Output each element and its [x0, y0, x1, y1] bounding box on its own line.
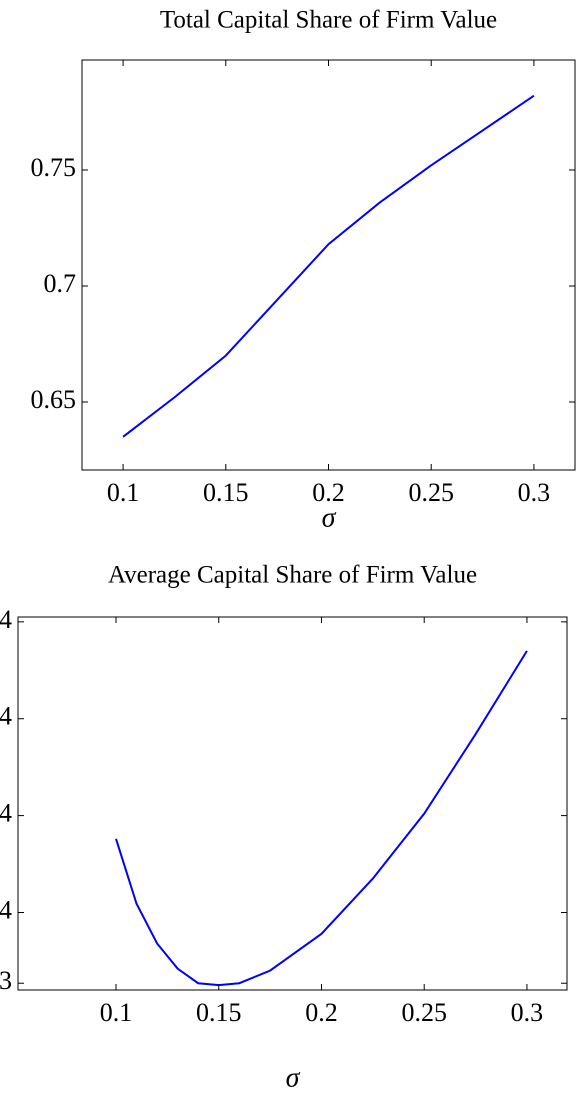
x-axis-label: σ — [322, 502, 337, 533]
x-tick-label: 0.1 — [100, 998, 133, 1027]
x-tick-label: 0.2 — [305, 998, 338, 1027]
x-tick-label: 0.15 — [196, 998, 242, 1027]
x-tick-label: 0.1 — [107, 478, 140, 507]
data-line — [115, 650, 528, 987]
x-tick-label: 0.3 — [518, 478, 551, 507]
y-tick-label: 0.44 — [0, 895, 12, 924]
x-tick-label: 0.2 — [312, 478, 345, 507]
chart-title: Average Capital Share of Firm Value — [108, 562, 477, 589]
x-tick-label: 0.25 — [408, 478, 454, 507]
plot-frame — [17, 616, 568, 991]
x-tick-label: 0.25 — [401, 998, 447, 1027]
y-tick-label: 0.44 — [0, 605, 12, 634]
x-tick-label: 0.15 — [203, 478, 249, 507]
plot-frame — [81, 59, 576, 471]
chart-title: Total Capital Share of Firm Value — [160, 7, 497, 34]
y-tick-label: 0.43 — [0, 966, 12, 995]
y-tick-label: 0.7 — [44, 269, 77, 298]
y-tick-label: 0.44 — [0, 799, 12, 828]
y-tick-label: 0.75 — [31, 153, 77, 182]
y-tick-label: 0.65 — [31, 385, 77, 414]
data-line — [122, 94, 535, 438]
y-tick-label: 0.44 — [0, 702, 12, 731]
x-tick-label: 0.3 — [511, 998, 544, 1027]
x-axis-label: σ — [286, 1062, 301, 1093]
